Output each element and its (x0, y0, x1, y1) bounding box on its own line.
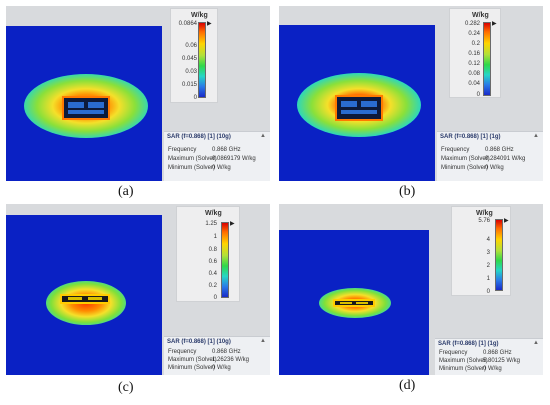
sar-info-box: SAR (f=0.868) [1] (10g) ▲ Frequency 0.868… (164, 131, 270, 181)
info-title: SAR (f=0.868) [1] (1g) (438, 341, 499, 347)
maximum-label: Maximum (Solver) (439, 358, 488, 364)
scale-tick: 0.06 (185, 43, 197, 49)
scale-tick: 1 (213, 234, 217, 240)
color-scale-legend: W/kg 1.25 ▶ 1 0.8 0.6 0.4 0.2 0 (176, 206, 240, 302)
sar-info-box: SAR (f=0.868) [1] (10g) ▲ Frequency 0.868… (164, 336, 270, 375)
maximum-value: 1.26236 W/kg (212, 357, 250, 363)
color-bar (221, 222, 229, 298)
minimum-label: Minimum (Solver) (441, 165, 489, 171)
scale-tick: 0.6 (208, 259, 217, 265)
frequency-value: 0.868 GHz (212, 147, 241, 153)
unit-label: W/kg (191, 12, 208, 19)
frequency-label: Frequency (168, 349, 197, 355)
frequency-value: 0.868 GHz (212, 349, 241, 355)
scale-tick: 0 (486, 289, 490, 295)
color-scale-legend: W/kg 0.0864 ▶ 0.06 0.045 0.03 0.015 0 (170, 8, 218, 103)
color-bar (198, 22, 206, 98)
info-title: SAR (f=0.868) [1] (1g) (440, 134, 501, 140)
maximum-value: 0.284091 W/kg (485, 156, 526, 162)
frequency-label: Frequency (439, 350, 468, 356)
scale-tick: 0.4 (208, 271, 217, 277)
caret-up-icon[interactable]: ▲ (260, 338, 266, 344)
maximum-value: 0.0869179 W/kg (212, 156, 256, 162)
color-scale-legend: W/kg 0.282 ▶ 0.24 0.2 0.16 0.12 0.08 0.0… (449, 8, 501, 98)
info-title: SAR (f=0.868) [1] (10g) (167, 134, 231, 140)
minimum-label: Minimum (Solver) (439, 366, 487, 372)
triangle-marker-icon: ▶ (230, 221, 235, 227)
frequency-label: Frequency (168, 147, 197, 153)
sar-panel-b: W/kg 0.282 ▶ 0.24 0.2 0.16 0.12 0.08 0.0… (279, 6, 543, 181)
sar-field-view[interactable] (6, 215, 162, 375)
minimum-value: 0 W/kg (485, 165, 504, 171)
scale-tick: 0 (213, 295, 217, 301)
sar-panel-c: W/kg 1.25 ▶ 1 0.8 0.6 0.4 0.2 0 SAR (f=0… (6, 204, 270, 375)
unit-label: W/kg (472, 12, 489, 19)
scale-tick: 0.24 (468, 31, 480, 37)
caret-up-icon[interactable]: ▲ (533, 340, 539, 346)
scale-tick: 0.015 (181, 82, 197, 88)
antenna-structure (60, 294, 110, 304)
sar-field-view[interactable] (279, 25, 435, 181)
frequency-label: Frequency (441, 147, 470, 153)
scale-tick: 3 (486, 250, 490, 256)
unit-label: W/kg (205, 210, 222, 217)
figure-caption: (a) (118, 184, 134, 199)
scale-tick: 0 (193, 95, 197, 101)
scale-tick: 1 (486, 276, 490, 282)
scale-tick: 0.8 (208, 247, 217, 253)
frequency-value: 0.868 GHz (485, 147, 514, 153)
sar-info-box: SAR (f=0.868) [1] (1g) ▲ Frequency 0.868 … (437, 131, 543, 181)
scale-tick: 1.25 (205, 221, 217, 227)
scale-tick: 0.16 (468, 51, 480, 57)
color-scale-legend: W/kg 5.76 ▶ 4 3 2 1 0 (451, 206, 511, 296)
maximum-value: 5.80125 W/kg (483, 358, 521, 364)
figure-caption: (c) (118, 380, 134, 395)
frequency-value: 0.868 GHz (483, 350, 512, 356)
triangle-marker-icon: ▶ (492, 21, 497, 27)
scale-tick: 4 (486, 237, 490, 243)
sar-field-view[interactable] (279, 230, 429, 375)
triangle-marker-icon: ▶ (207, 21, 212, 27)
maximum-label: Maximum (Solver) (168, 156, 217, 162)
scale-tick: 0.045 (181, 56, 197, 62)
minimum-label: Minimum (Solver) (168, 165, 216, 171)
antenna-structure (333, 299, 375, 307)
caret-up-icon[interactable]: ▲ (260, 133, 266, 139)
maximum-label: Maximum (Solver) (441, 156, 490, 162)
sar-info-box: SAR (f=0.868) [1] (1g) ▲ Frequency 0.868 … (435, 338, 543, 375)
scale-tick: 0.2 (208, 283, 217, 289)
scale-tick: 0.12 (468, 61, 480, 67)
scale-tick: 2 (486, 263, 490, 269)
sar-panel-a: W/kg 0.0864 ▶ 0.06 0.045 0.03 0.015 0 SA… (6, 6, 270, 181)
scale-tick: 0.282 (464, 21, 480, 27)
maximum-label: Maximum (Solver) (168, 357, 217, 363)
minimum-value: 0 W/kg (212, 365, 231, 371)
color-bar (495, 219, 503, 291)
scale-tick: 5.76 (478, 218, 490, 224)
antenna-structure (62, 96, 110, 120)
scale-tick: 0.08 (468, 71, 480, 77)
scale-tick: 0.04 (468, 81, 480, 87)
scale-tick: 0 (476, 92, 480, 98)
triangle-marker-icon: ▶ (504, 218, 509, 224)
figure-caption: (b) (399, 184, 416, 199)
caret-up-icon[interactable]: ▲ (533, 133, 539, 139)
scale-tick: 0.0864 (178, 21, 197, 27)
antenna-structure (335, 95, 383, 121)
minimum-label: Minimum (Solver) (168, 365, 216, 371)
minimum-value: 0 W/kg (483, 366, 502, 372)
sar-field-view[interactable] (6, 26, 162, 181)
info-title: SAR (f=0.868) [1] (10g) (167, 339, 231, 345)
scale-tick: 0.03 (185, 69, 197, 75)
scale-tick: 0.2 (471, 41, 480, 47)
figure-caption: (d) (399, 378, 416, 393)
unit-label: W/kg (476, 210, 493, 217)
minimum-value: 0 W/kg (212, 165, 231, 171)
color-bar (483, 22, 491, 96)
sar-panel-d: W/kg 5.76 ▶ 4 3 2 1 0 SAR (f=0.868) [1] … (279, 204, 543, 375)
